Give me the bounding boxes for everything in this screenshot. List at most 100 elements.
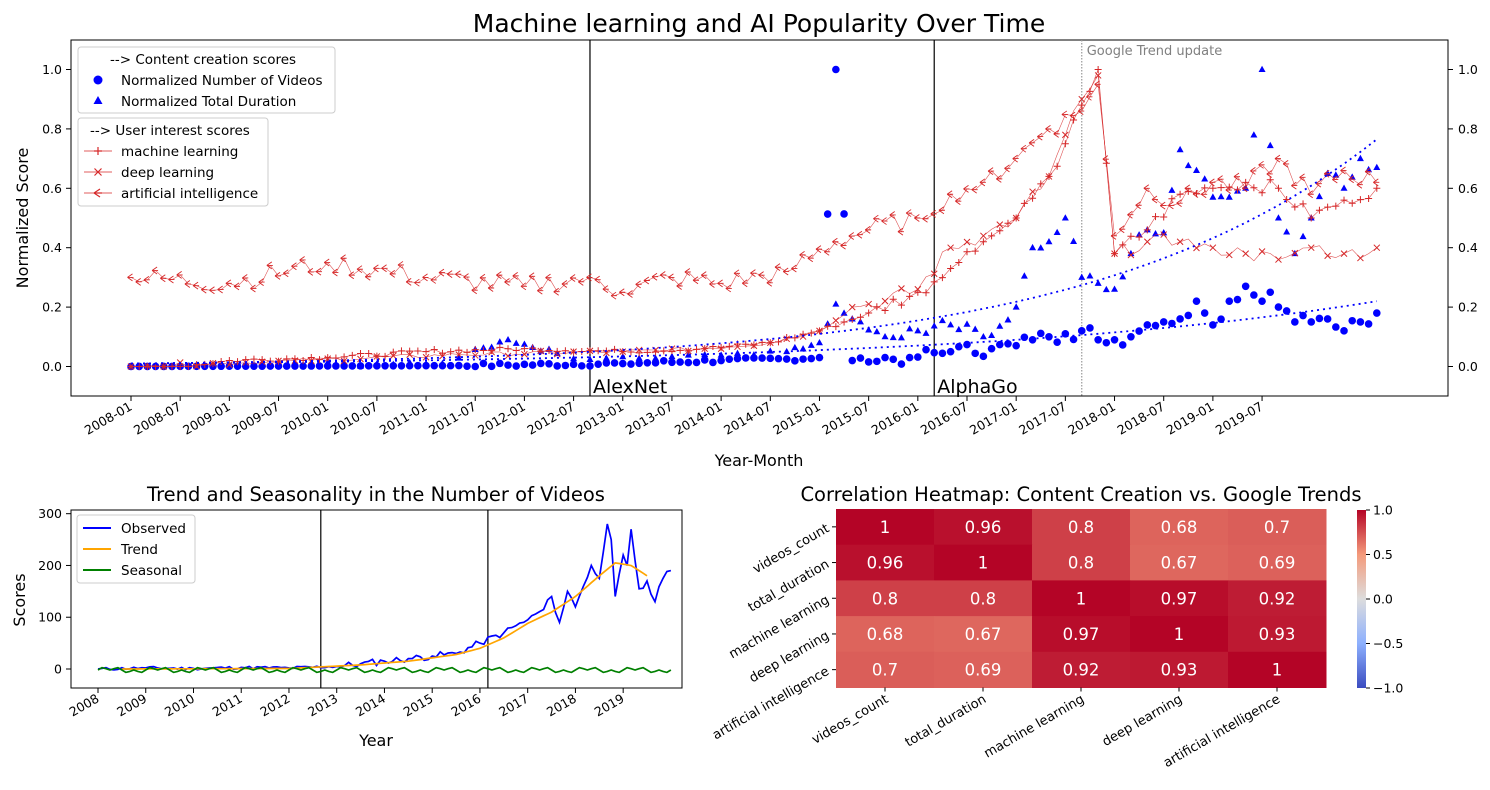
point-ml: [947, 264, 955, 272]
point-ml: [1152, 213, 1160, 221]
point-videos: [1020, 333, 1029, 342]
x-tick-label: 2013-07: [623, 399, 676, 438]
point-ai: [569, 274, 577, 282]
point-duration: [340, 359, 348, 366]
point-videos: [963, 340, 971, 349]
x-tick-label: 2008-01: [82, 399, 135, 438]
x-tick-label: 2015-07: [819, 399, 872, 438]
point-ai: [774, 263, 781, 272]
x-tick-label: 2013: [305, 691, 340, 720]
point-ai: [709, 280, 716, 288]
point-duration: [701, 350, 709, 358]
point-duration: [275, 361, 283, 368]
point-ml: [1373, 184, 1381, 192]
point-duration: [1053, 228, 1061, 236]
point-duration: [963, 320, 971, 327]
x-tick-label: 2011-01: [377, 399, 430, 438]
point-ai: [446, 270, 454, 279]
point-ai: [996, 175, 1003, 183]
point-videos: [627, 360, 635, 368]
top-y-axis-label: Normalized Score: [13, 148, 32, 289]
point-ml: [1274, 184, 1282, 192]
point-ai: [258, 278, 265, 286]
point-duration: [1225, 193, 1233, 200]
point-ml: [1324, 203, 1332, 211]
y-tick-label: 0.6: [1458, 181, 1478, 196]
hm-title: Correlation Heatmap: Content Creation vs…: [800, 483, 1361, 506]
legend-marker-circle: [93, 75, 103, 85]
point-dl: [1160, 231, 1168, 238]
colorbar: [1357, 510, 1366, 688]
point-ai: [930, 210, 937, 218]
point-videos: [659, 356, 668, 365]
hm-col-label: deep learning: [1100, 692, 1185, 750]
point-ai: [201, 285, 208, 294]
top-chart-title: Machine learning and AI Popularity Over …: [473, 9, 1045, 38]
point-videos: [774, 354, 783, 363]
point-duration: [791, 343, 799, 351]
point-dl: [521, 350, 528, 358]
point-dl: [209, 359, 217, 367]
point-ai: [1241, 184, 1249, 193]
point-videos: [1299, 311, 1307, 320]
y-tick-label: 0.2: [42, 300, 62, 315]
point-ai: [1045, 125, 1052, 133]
point-ai: [635, 280, 642, 289]
point-duration: [996, 322, 1004, 329]
point-ml: [938, 274, 946, 282]
point-videos: [873, 357, 881, 366]
point-duration: [496, 338, 504, 345]
point-ml: [545, 347, 553, 355]
point-ai: [184, 280, 191, 288]
hm-cell: [836, 616, 935, 653]
x-tick-label: 2016-07: [918, 399, 971, 438]
y-tick-label: 0.0: [1458, 359, 1478, 374]
x-tick-label: 2019-07: [1213, 399, 1266, 438]
point-ml: [1299, 200, 1307, 208]
point-ai: [1151, 195, 1159, 204]
point-ai: [291, 262, 298, 271]
point-duration: [914, 327, 922, 334]
y-tick-label: 1.0: [1458, 62, 1478, 77]
point-duration: [356, 362, 364, 369]
point-ml: [996, 227, 1004, 235]
point-ml: [422, 348, 430, 356]
point-videos: [1348, 316, 1357, 325]
point-dl: [1029, 188, 1036, 196]
point-dl: [668, 345, 676, 352]
hm-cell-label: 0.8: [1068, 554, 1094, 573]
point-dl: [1340, 250, 1348, 257]
point-ai: [512, 271, 519, 280]
point-ai: [487, 284, 495, 292]
point-ai: [315, 267, 323, 276]
point-videos: [1036, 329, 1045, 338]
hm-cell-label: 0.8: [872, 589, 898, 608]
point-ml: [176, 363, 184, 370]
point-ml: [848, 315, 856, 323]
point-ai: [717, 279, 724, 288]
point-ai: [676, 282, 683, 290]
point-dl: [1373, 244, 1381, 252]
x-tick-label: 2012: [257, 691, 292, 720]
point-videos: [381, 362, 389, 370]
cb-tick-label: −0.5: [1373, 636, 1403, 651]
point-duration: [1061, 214, 1069, 221]
point-dl: [586, 347, 594, 355]
point-ml: [922, 289, 930, 297]
point-dl: [373, 353, 381, 360]
point-ml: [988, 232, 996, 240]
point-videos: [741, 354, 750, 362]
hm-cell-label: 1: [1272, 661, 1283, 680]
hm-cell: [1032, 616, 1131, 653]
hm-cell: [1032, 580, 1131, 617]
legend-marker-x: [94, 168, 102, 176]
cb-tick-label: 0.0: [1373, 592, 1393, 607]
point-dl: [406, 351, 414, 359]
point-ai: [1348, 175, 1355, 184]
bl-chart-title: Trend and Seasonality in the Number of V…: [146, 483, 605, 506]
point-duration: [1315, 192, 1323, 200]
point-videos: [758, 354, 766, 362]
point-videos: [463, 362, 471, 370]
point-ai: [1037, 132, 1044, 141]
point-dl: [1176, 238, 1184, 246]
